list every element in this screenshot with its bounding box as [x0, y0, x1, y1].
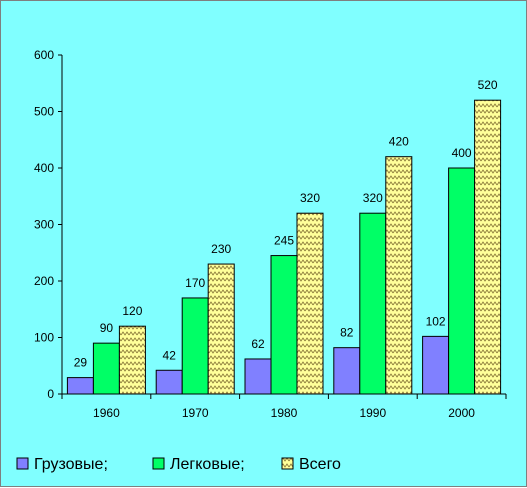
x-tick-label: 1970 — [182, 406, 209, 420]
data-label: 320 — [300, 191, 320, 205]
x-tick-label: 1960 — [93, 406, 120, 420]
data-label: 230 — [211, 242, 231, 256]
data-label: 90 — [100, 321, 114, 335]
y-tick-label: 100 — [34, 331, 54, 345]
y-tick-label: 500 — [34, 105, 54, 119]
data-label: 42 — [163, 348, 177, 362]
bar — [66, 377, 94, 395]
bar — [181, 297, 209, 395]
bar — [207, 263, 235, 395]
bar — [118, 325, 146, 395]
bar — [359, 212, 387, 395]
data-label: 120 — [122, 304, 142, 318]
legend-swatch — [16, 457, 29, 470]
data-label: 420 — [389, 135, 409, 149]
bar — [385, 156, 413, 395]
bar — [422, 335, 450, 395]
bar — [333, 347, 361, 395]
data-label: 245 — [274, 234, 294, 248]
legend-swatch — [152, 457, 165, 470]
y-tick-label: 200 — [34, 274, 54, 288]
bar — [474, 99, 502, 395]
y-tick-label: 0 — [47, 387, 54, 401]
bar — [296, 212, 324, 395]
data-label: 29 — [74, 356, 88, 370]
bar — [155, 369, 183, 395]
y-tick-label: 400 — [34, 161, 54, 175]
bar — [448, 167, 476, 395]
data-labels: 29 90 120 42 170 230 62 245 320 82 320 420 102 400 520 — [74, 78, 498, 369]
x-tick-label: 2000 — [448, 406, 475, 420]
legend-label: Всего — [299, 456, 341, 473]
x-tick-label: 1990 — [359, 406, 386, 420]
data-label: 400 — [452, 146, 472, 160]
bar — [92, 342, 120, 395]
data-label: 320 — [363, 191, 383, 205]
legend-label: Легковые; — [170, 456, 245, 473]
data-label: 82 — [340, 326, 354, 340]
data-label: 102 — [426, 314, 446, 328]
legend-swatch — [281, 457, 294, 470]
y-tick-label: 600 — [34, 48, 54, 62]
data-label: 62 — [251, 337, 265, 351]
x-tick-label: 1980 — [271, 406, 298, 420]
data-label: 520 — [478, 78, 498, 92]
bar — [244, 358, 272, 395]
data-label: 170 — [185, 276, 205, 290]
legend-label: Грузовые; — [34, 456, 108, 473]
bar — [270, 255, 298, 395]
axes: 0 100 200 300 400 500 600 1960 1970 1980 1990 2000 — [34, 48, 507, 420]
y-tick-label: 300 — [34, 218, 54, 232]
legend: Грузовые; Легковые; Всего — [16, 456, 341, 473]
bars — [66, 99, 502, 395]
